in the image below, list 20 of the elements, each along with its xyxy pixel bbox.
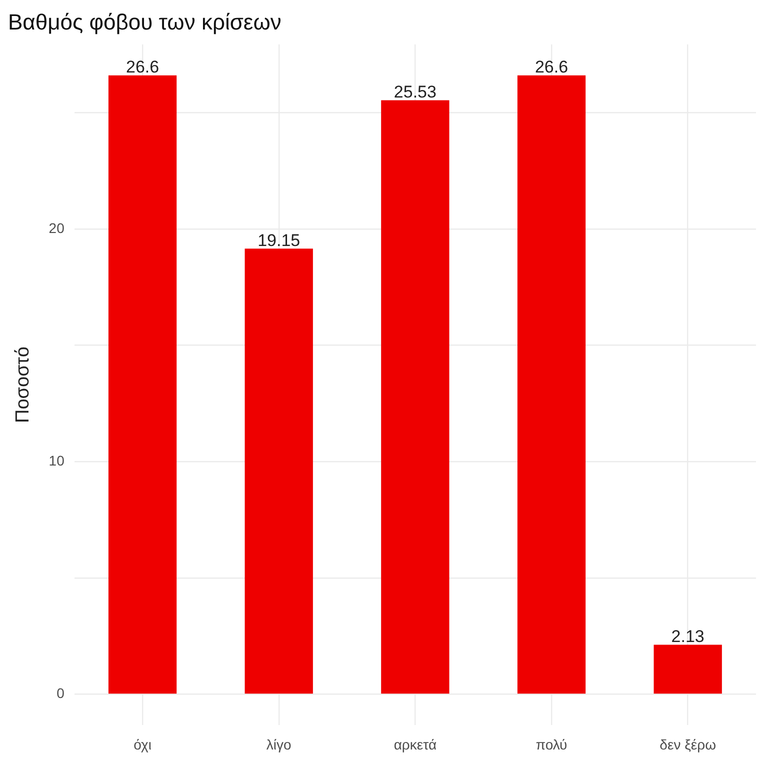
data-label: 26.6 (534, 58, 568, 77)
x-tick-label: αρκετά (394, 736, 437, 752)
data-label: 19.15 (258, 230, 300, 250)
bar (517, 75, 586, 694)
x-tick-label: πολύ (536, 736, 568, 752)
data-label: 2.13 (671, 626, 704, 646)
y-tick-label: 10 (48, 452, 65, 468)
y-tick-label: 0 (56, 685, 65, 702)
x-tick-label: δεν ξέρω (660, 736, 716, 752)
chart-title: Βαθμός φόβου των κρίσεων (8, 9, 282, 34)
data-label: 26.6 (126, 58, 160, 77)
bar (108, 75, 177, 694)
bar (244, 248, 313, 694)
y-axis-title: Ποσοστό (12, 346, 34, 423)
x-tick-label: όχι (134, 736, 152, 752)
x-tick-label: λίγο (266, 736, 292, 752)
data-label: 25.53 (394, 82, 436, 102)
bar (654, 644, 722, 694)
bar (381, 100, 450, 694)
y-tick-label: 20 (48, 220, 65, 236)
